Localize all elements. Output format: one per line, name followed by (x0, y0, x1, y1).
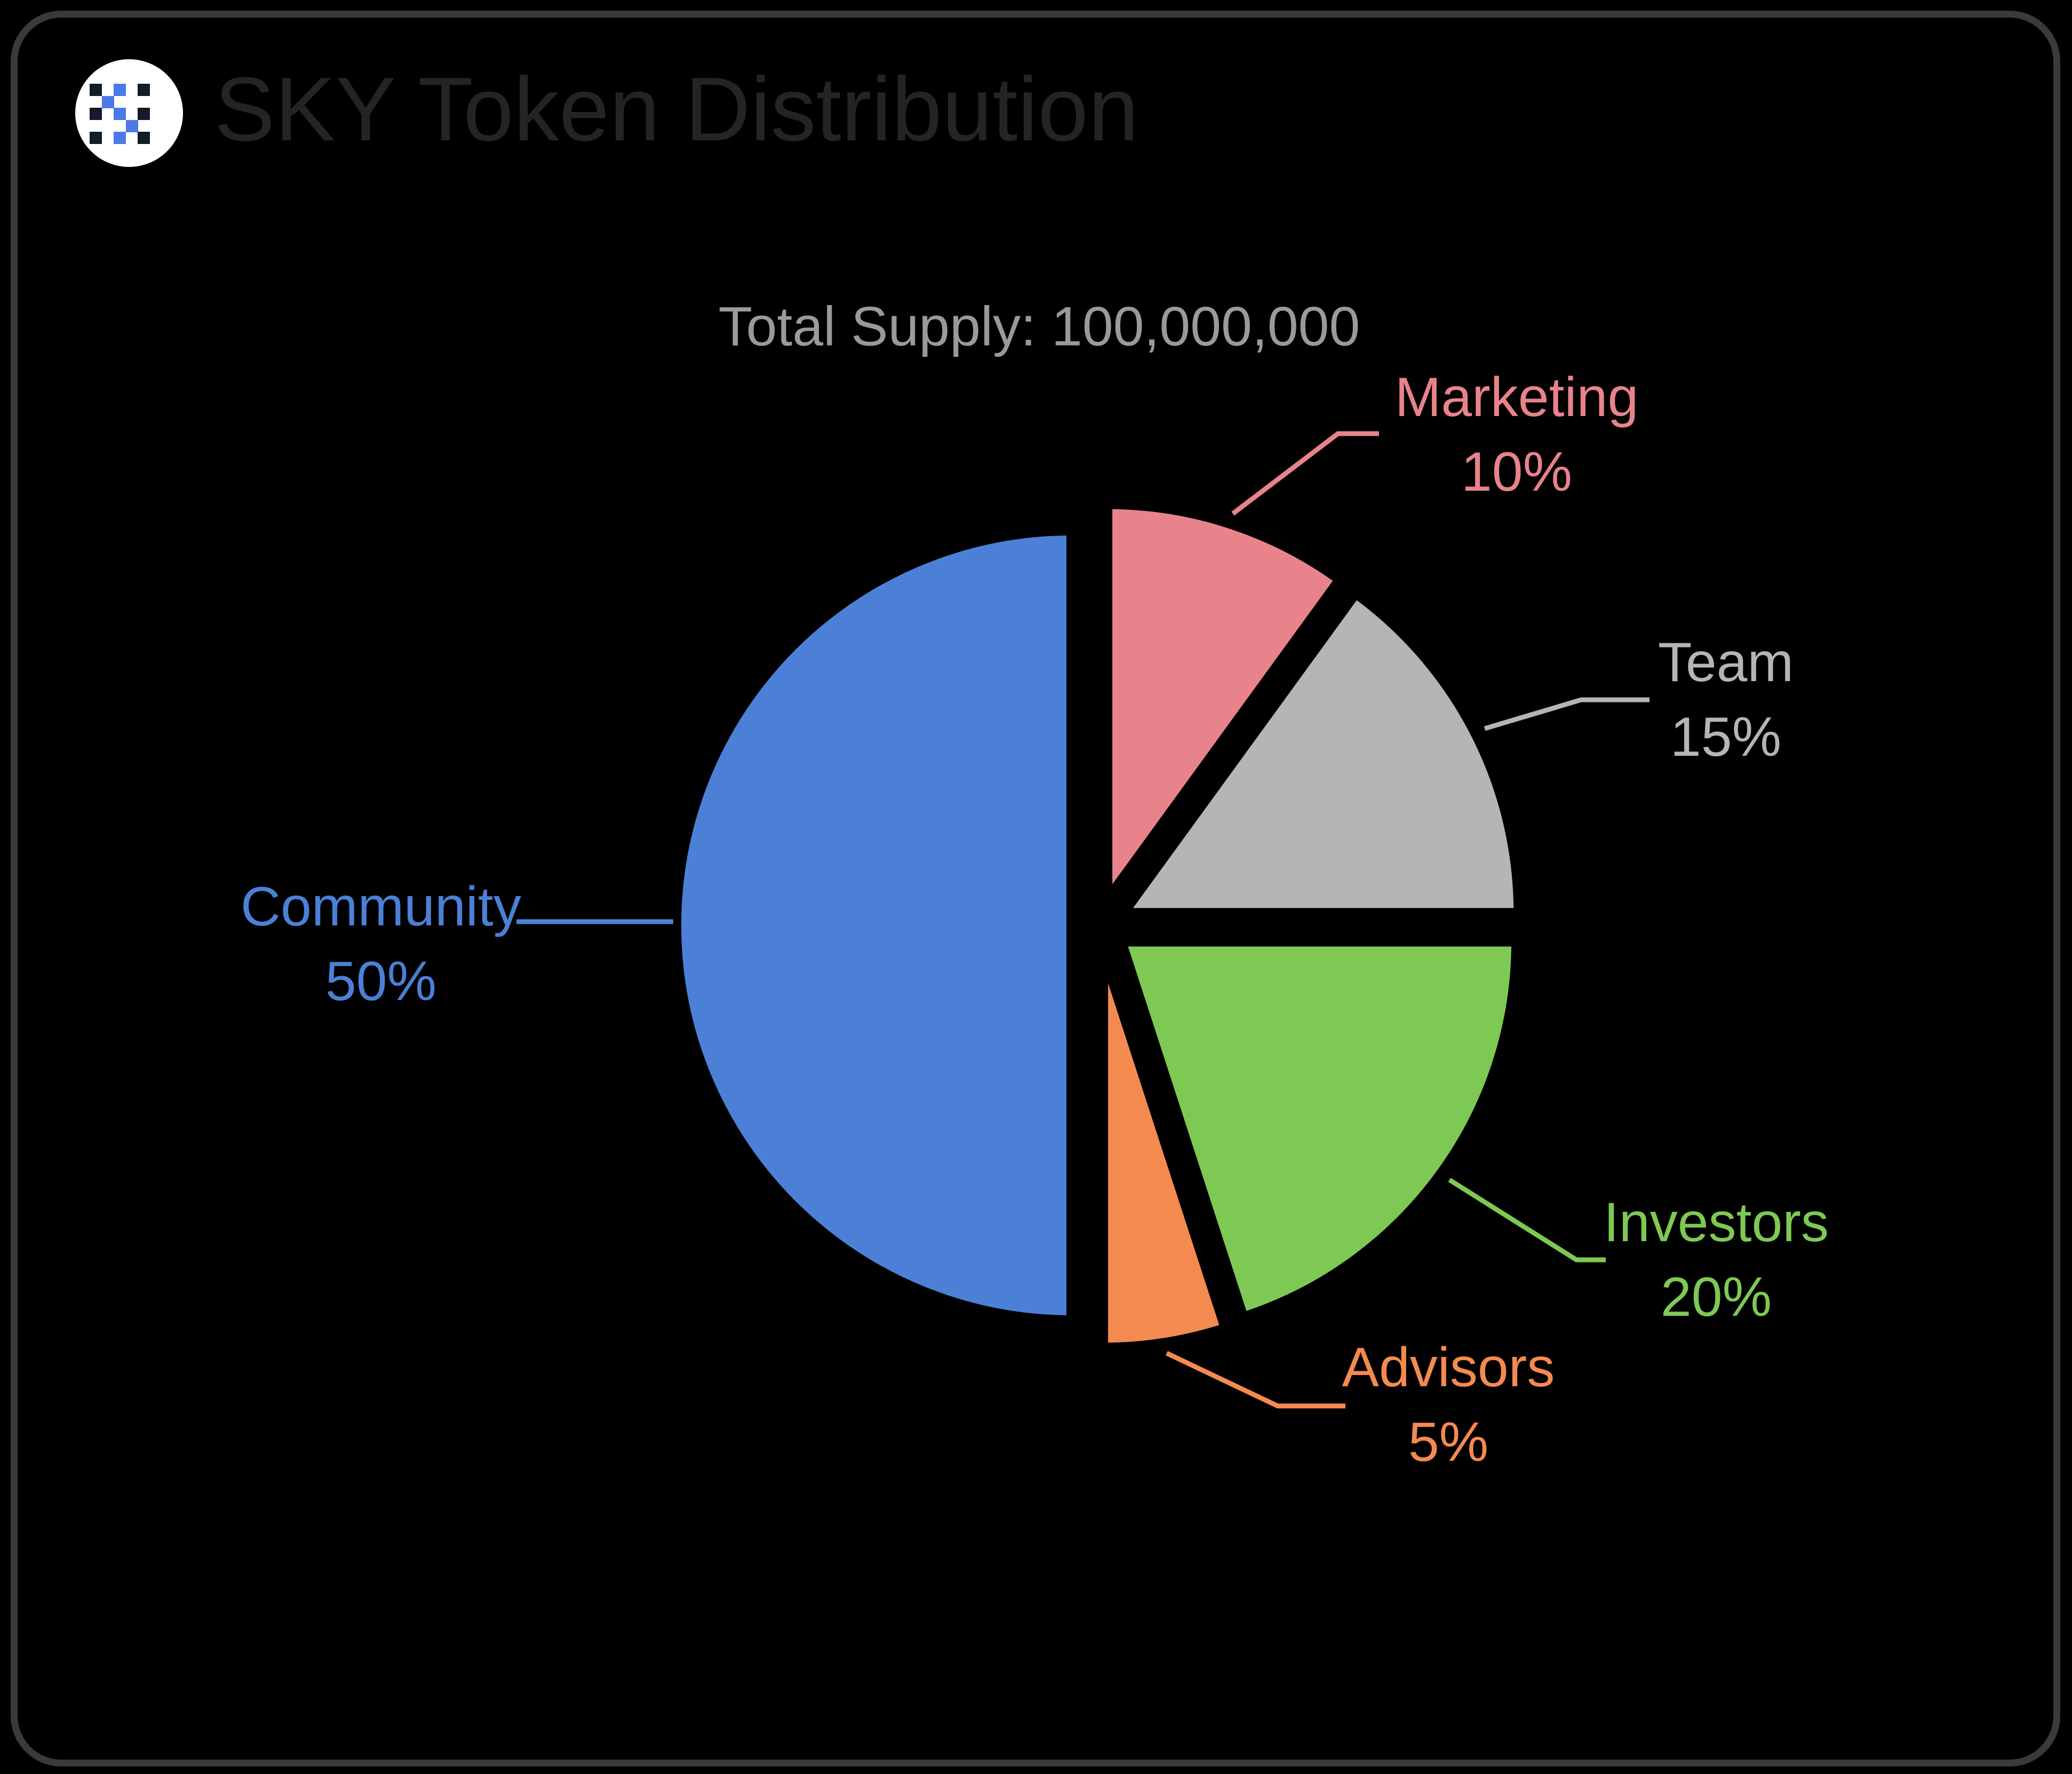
slice-percent: 50% (325, 950, 437, 1012)
slice-label-investors: Investors 20% (1604, 1185, 1829, 1335)
total-supply-label: Total Supply: 100,000,000 (718, 295, 1360, 358)
slice-label-team: Team 15% (1658, 625, 1794, 774)
page-title: SKY Token Distribution (214, 59, 1139, 161)
leader-line-team (1484, 697, 1649, 731)
slice-name: Team (1657, 632, 1794, 693)
slice-percent: 5% (1408, 1411, 1489, 1473)
logo-pixel (125, 119, 138, 132)
slice-label-marketing: Marketing 10% (1395, 360, 1639, 509)
logo-pixel (138, 84, 150, 96)
pie-slice-team (1114, 587, 1524, 918)
leader-line-advisors (1166, 1351, 1345, 1409)
logo-pixel (90, 84, 102, 96)
pie-slice-advisors (1098, 951, 1232, 1353)
slice-name: Community (241, 876, 521, 938)
sky-token-logo-icon (75, 59, 183, 167)
leader-line-marketing (1231, 431, 1379, 516)
pie-slice-marketing (1103, 499, 1346, 914)
slice-name: Investors (1604, 1192, 1829, 1253)
slice-percent: 15% (1670, 706, 1782, 768)
pie-slice-community (672, 525, 1076, 1325)
logo-pixel (90, 132, 102, 144)
logo-pixel (114, 84, 126, 96)
logo-pixel (114, 108, 126, 120)
slice-name: Marketing (1394, 366, 1639, 428)
logo-pixel (114, 132, 126, 144)
slice-percent: 20% (1660, 1266, 1772, 1328)
logo-pixel (90, 108, 102, 120)
slice-name: Advisors (1342, 1337, 1555, 1399)
logo-pixel (138, 108, 150, 120)
logo-pixel (101, 95, 114, 108)
pie-slice-investors (1114, 937, 1521, 1323)
slice-percent: 10% (1461, 441, 1573, 503)
leader-line-investors (1448, 1178, 1606, 1262)
slice-label-advisors: Advisors 5% (1342, 1330, 1555, 1480)
slice-label-community: Community 50% (241, 869, 521, 1019)
logo-pixel (138, 132, 150, 144)
